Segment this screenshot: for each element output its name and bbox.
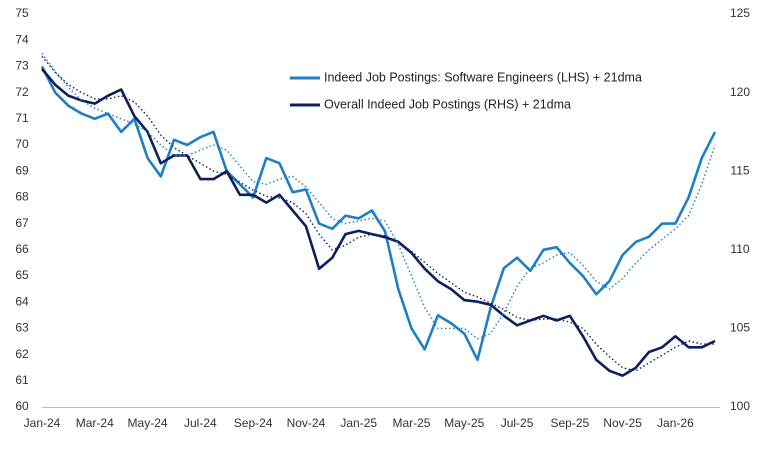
x-tick-label: Sep-24 — [234, 416, 273, 430]
y-tick-label: 64 — [15, 294, 29, 308]
x-tick-label: Nov-24 — [287, 416, 326, 430]
y-tick-label: 71 — [15, 111, 29, 125]
series-line — [40, 65, 717, 362]
x-tick-label: Jan-26 — [657, 416, 694, 430]
y-tick-label: 68 — [15, 190, 29, 204]
y-tick-label: 60 — [15, 399, 29, 413]
y2-tick-label: 120 — [730, 85, 750, 99]
x-tick-label: Mar-24 — [76, 416, 114, 430]
y2-tick-label: 110 — [730, 242, 749, 256]
y-tick-label: 66 — [15, 242, 29, 256]
x-tick-label: Jan-25 — [340, 416, 377, 430]
x-tick-label: Jul-25 — [501, 416, 534, 430]
y-tick-label: 61 — [15, 373, 29, 387]
x-tick-label: Jul-24 — [184, 416, 217, 430]
y-tick-label: 70 — [15, 137, 29, 151]
x-tick-label: Sep-25 — [550, 416, 589, 430]
legend-label: Indeed Job Postings: Software Engineers … — [324, 70, 642, 84]
legend-label: Overall Indeed Job Postings (RHS) + 21dm… — [324, 97, 571, 111]
y2-tick-label: 105 — [730, 321, 750, 335]
x-tick-label: Mar-25 — [392, 416, 430, 430]
y2-tick-label: 100 — [730, 399, 750, 413]
y-tick-label: 67 — [15, 216, 29, 230]
moving-average-line — [41, 52, 716, 340]
y-tick-label: 72 — [15, 85, 29, 99]
y-tick-label: 62 — [15, 347, 29, 361]
y-tick-label: 75 — [15, 6, 29, 20]
y-tick-label: 73 — [15, 59, 29, 73]
moving-average-line — [41, 55, 715, 372]
y-tick-label: 74 — [15, 32, 29, 46]
x-tick-label: May-24 — [128, 416, 168, 430]
y2-tick-label: 125 — [730, 6, 750, 20]
y-tick-label: 69 — [15, 163, 29, 177]
x-tick-label: Jan-24 — [24, 416, 61, 430]
x-tick-label: Nov-25 — [603, 416, 642, 430]
series-line — [41, 68, 716, 377]
y-tick-label: 65 — [15, 268, 29, 282]
x-tick-label: May-25 — [444, 416, 484, 430]
y-tick-label: 63 — [15, 321, 29, 335]
y2-tick-label: 115 — [730, 163, 749, 177]
